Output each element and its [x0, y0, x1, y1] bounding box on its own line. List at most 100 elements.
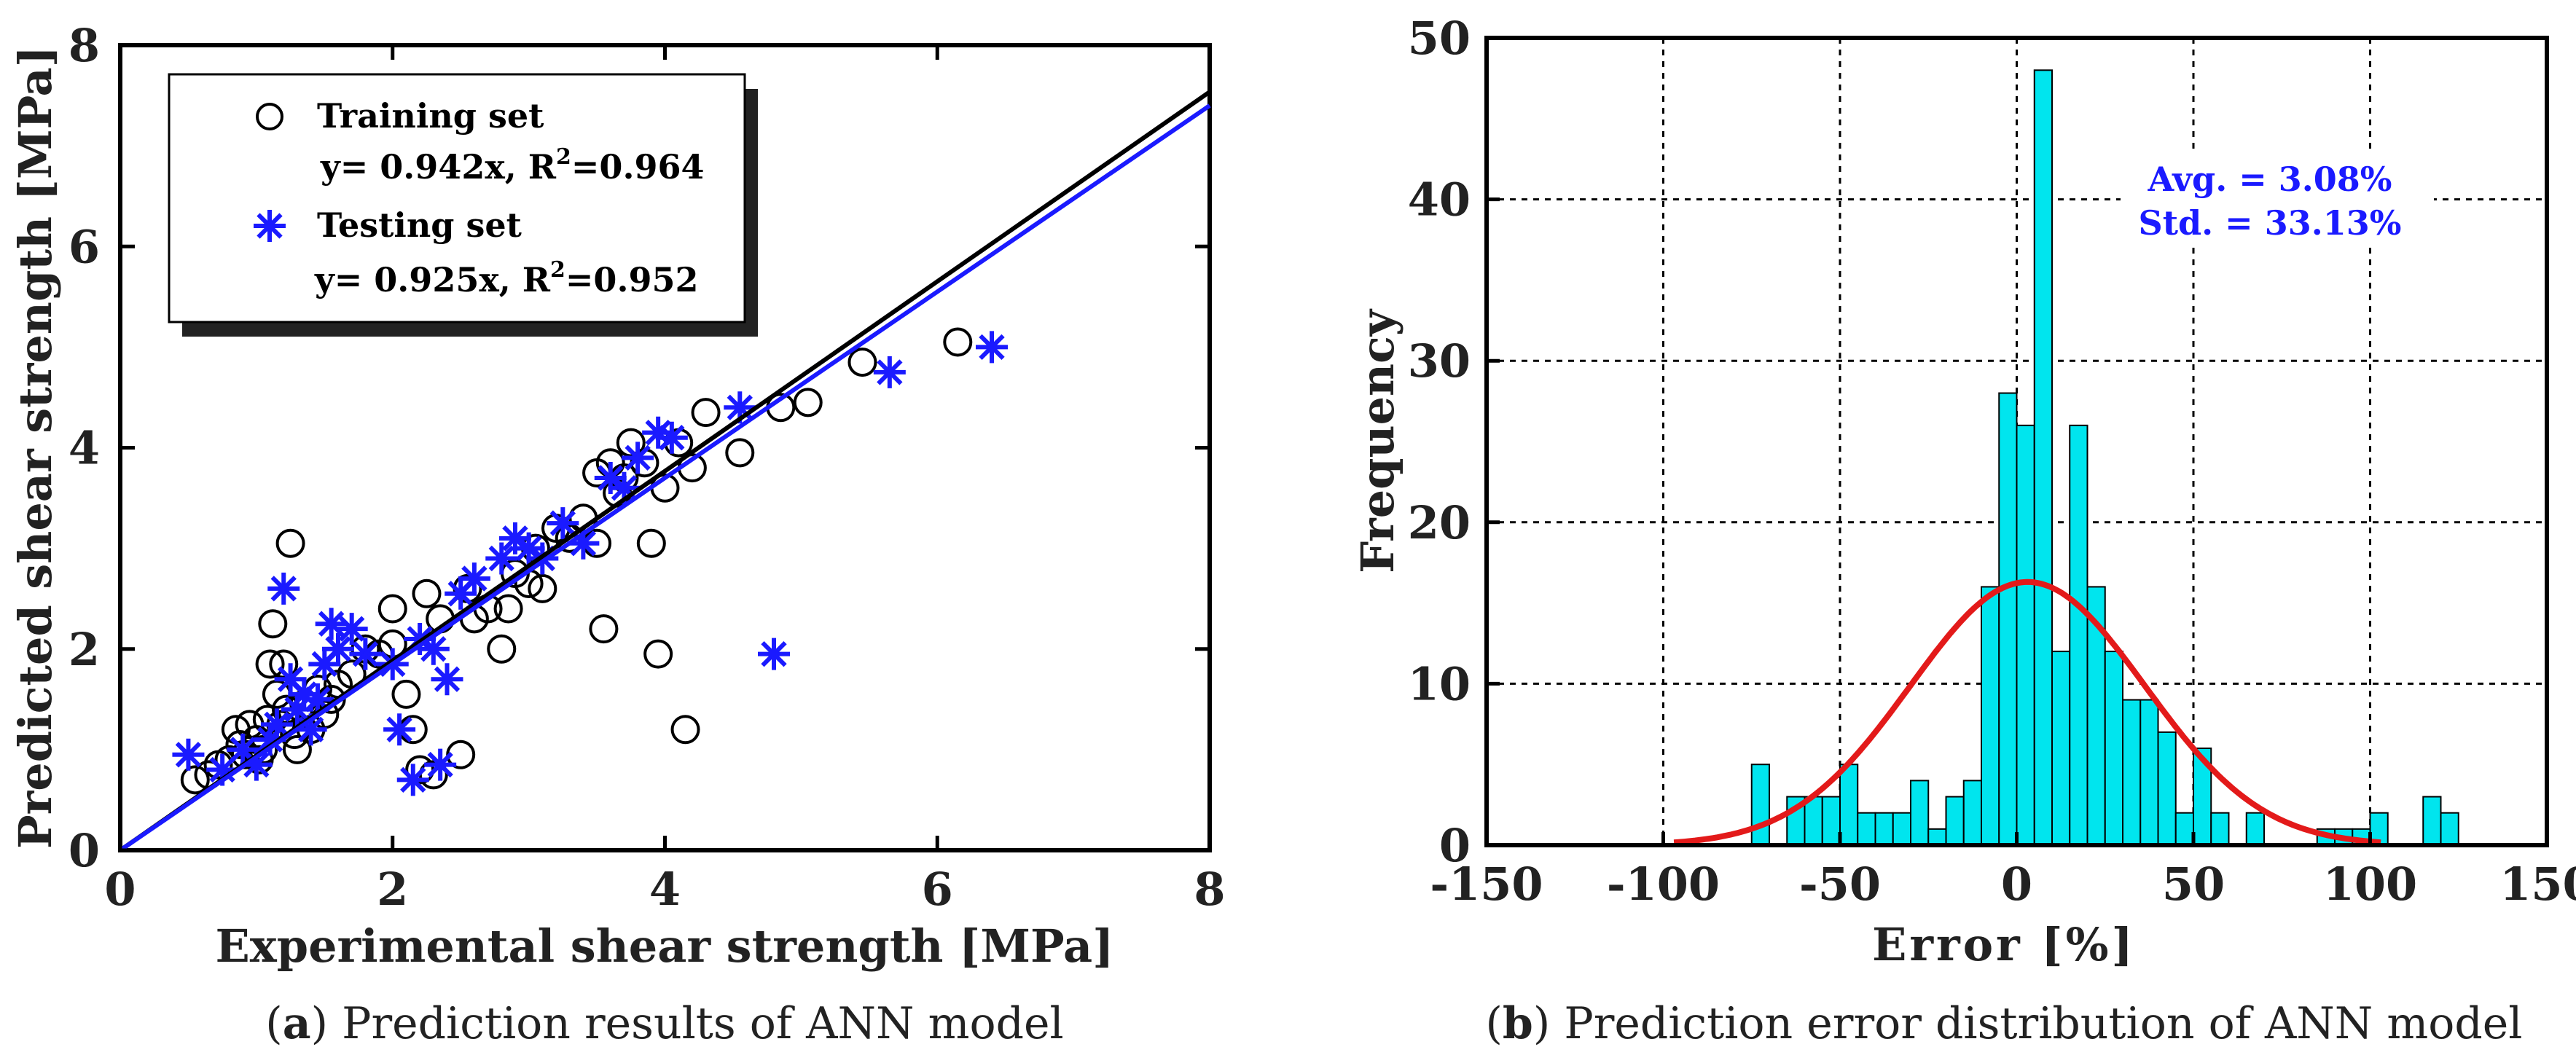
histogram-bar	[2210, 812, 2230, 847]
training-point	[258, 609, 288, 639]
b-y-tick-label: 30	[1408, 334, 1471, 388]
training-point	[493, 594, 523, 624]
b-x-tick-label: 50	[2162, 858, 2225, 911]
b-y-axis-label: Frequency	[1351, 308, 1404, 573]
training-point	[643, 639, 673, 669]
std-annotation: Std. = 33.13%	[2139, 203, 2402, 243]
b-x-tick-label: 0	[2001, 858, 2032, 911]
histogram-bar	[1839, 764, 1859, 846]
histogram-bar	[2016, 424, 2035, 846]
legend-box	[168, 73, 746, 323]
histogram-bar	[2069, 424, 2088, 846]
training-point	[180, 765, 210, 795]
training-point	[636, 528, 666, 558]
a-y-tick-label: 0	[68, 824, 100, 877]
training-point	[391, 679, 421, 709]
training-point	[255, 649, 285, 679]
training-point	[589, 614, 619, 644]
histogram-bar	[1821, 796, 1841, 847]
histogram-bar	[2157, 731, 2177, 846]
b-x-tick-label: 150	[2499, 858, 2576, 911]
histogram-bar	[1945, 796, 1965, 847]
testing-point	[172, 738, 205, 771]
b-x-tick-label: 100	[2323, 858, 2417, 911]
a-axis-ticks: 0 2 4 6 8 0 2 4 6 8	[68, 19, 1226, 916]
testing-point	[315, 608, 348, 640]
b-caption: (b) Prediction error distribution of ANN…	[1486, 998, 2523, 1049]
a-x-tick-label: 8	[1194, 863, 1225, 916]
stats-box	[2121, 153, 2434, 248]
a-caption-text: Prediction results of ANN model	[342, 998, 1064, 1049]
testing-point	[976, 331, 1008, 364]
training-point	[487, 634, 517, 664]
panel-a-scatter: 0 2 4 6 8 0 2 4 6 8 Training set y= 0.942x, R2=0.…	[9, 19, 1226, 1049]
legend-testing-fit: y= 0.925x, R2=0.952	[314, 257, 698, 299]
b-x-tick-label: -50	[1799, 858, 1881, 911]
a-x-tick-label: 4	[649, 863, 681, 916]
b-caption-text: Prediction error distribution of ANN mod…	[1564, 998, 2522, 1049]
legend-training-label: Training set	[317, 96, 544, 136]
a-y-tick-label: 8	[68, 19, 100, 72]
histogram-bar	[2122, 699, 2142, 846]
testing-point	[547, 507, 579, 540]
panel-b-histogram: -150 -100 -50 0 50 100 150 0 10 20 30 40 50 Avg. = 3…	[1351, 12, 2576, 1049]
testing-point	[485, 542, 518, 575]
training-point	[847, 348, 877, 377]
training-point	[275, 528, 305, 558]
histogram-bar	[1804, 796, 1823, 847]
legend-asterisk	[254, 210, 286, 242]
avg-annotation: Avg. = 3.08%	[2147, 160, 2392, 199]
training-point	[377, 594, 407, 624]
histogram-bar	[1874, 812, 1894, 847]
training-point	[528, 573, 557, 603]
a-caption: (a) Prediction results of ANN model	[265, 998, 1063, 1049]
b-x-tick-label: -100	[1607, 858, 1720, 911]
histogram-bar	[2245, 812, 2265, 847]
b-y-tick-label: 20	[1408, 496, 1471, 549]
legend-testing-label: Testing set	[317, 205, 522, 245]
a-x-tick-label: 0	[104, 863, 136, 916]
testing-point	[424, 748, 457, 781]
training-point	[943, 327, 973, 357]
b-axis-ticks: -150 -100 -50 0 50 100 150 0 10 20 30 40 50	[1408, 12, 2576, 911]
legend-testing-marker	[254, 210, 286, 242]
testing-point	[396, 764, 429, 796]
testing-point	[335, 613, 368, 646]
testing-point	[260, 708, 293, 741]
b-y-tick-label: 10	[1408, 657, 1471, 710]
legend-training-marker	[256, 103, 283, 130]
histogram-bar	[1998, 392, 2018, 846]
testing-fit-line	[119, 103, 1211, 852]
testing-point	[349, 638, 382, 670]
b-y-tick-label: 50	[1408, 12, 1471, 65]
histogram-bar	[2104, 651, 2123, 847]
a-panel-letter: a	[283, 998, 311, 1049]
a-y-axis-label: Predicted shear strength [MPa]	[9, 46, 62, 849]
a-x-tick-label: 2	[377, 863, 408, 916]
testing-point	[288, 678, 321, 710]
testing-point	[274, 663, 307, 696]
testing-point	[267, 572, 300, 605]
training-point	[793, 388, 823, 417]
histogram-bar	[1981, 586, 2000, 846]
b-y-tick-label: 40	[1408, 173, 1471, 227]
testing-point	[642, 416, 675, 449]
a-points	[172, 327, 1008, 796]
testing-point	[322, 632, 354, 665]
histogram-bar	[2174, 812, 2194, 847]
testing-point	[383, 713, 416, 746]
normal-fit-curve	[1673, 579, 2381, 846]
histogram-bar	[2140, 699, 2159, 846]
training-point	[282, 734, 312, 764]
a-y-tick-label: 4	[68, 422, 100, 475]
training-point	[691, 398, 721, 428]
a-fit-lines	[119, 90, 1211, 852]
histogram-bar	[2051, 651, 2071, 847]
testing-point	[622, 442, 654, 474]
training-point	[412, 579, 442, 608]
histogram-bar	[1892, 812, 1911, 847]
histogram-bar	[1927, 828, 1947, 846]
training-point	[670, 715, 700, 745]
histogram-bar	[1857, 812, 1876, 847]
